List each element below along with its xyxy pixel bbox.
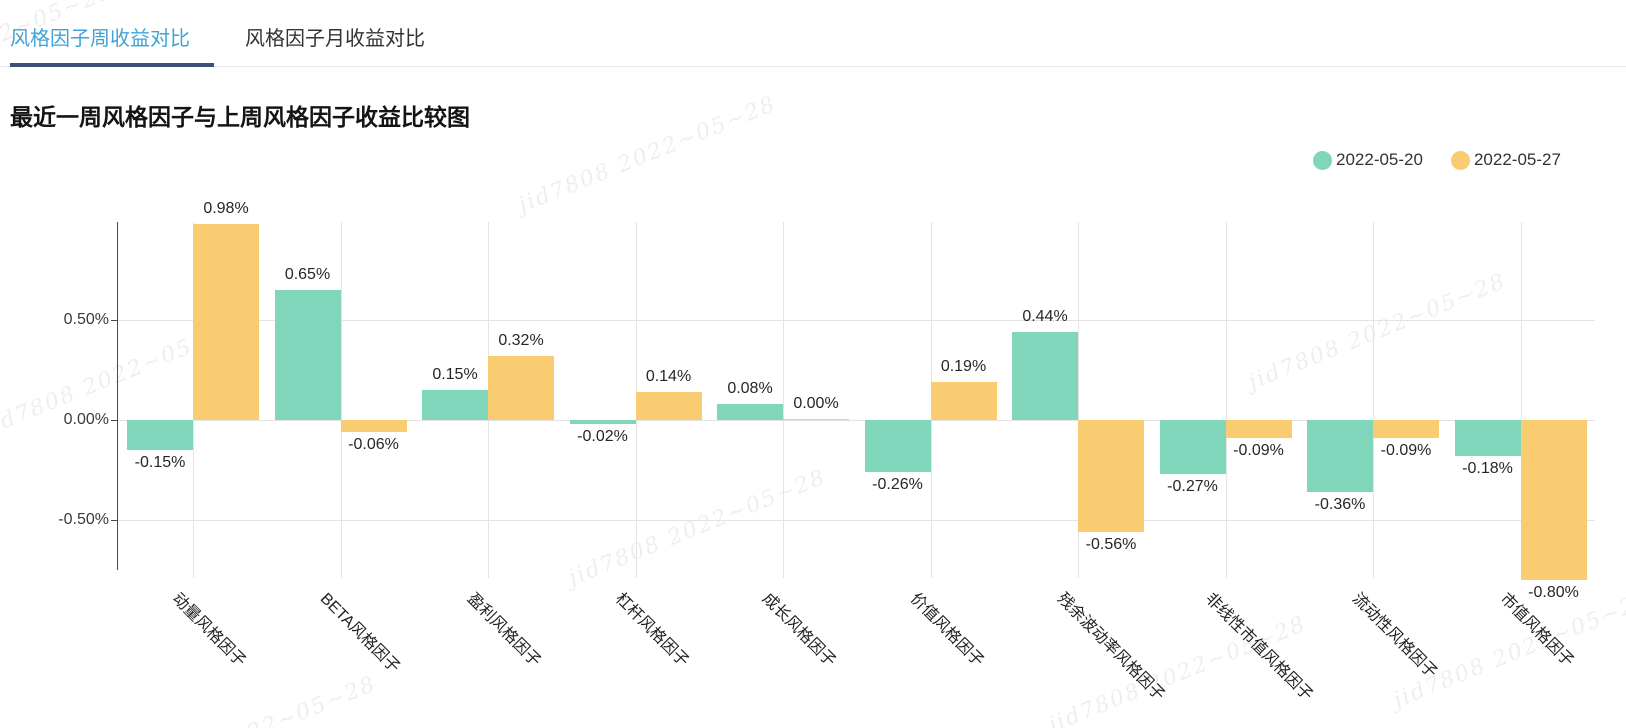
y-gridline (117, 320, 1595, 321)
bar-value-label: 0.14% (645, 368, 692, 385)
bar-2022-05-20[interactable] (1307, 420, 1373, 492)
bar-2022-05-27[interactable] (930, 382, 997, 420)
y-axis-tick (111, 520, 117, 521)
category-gridline (783, 222, 784, 578)
x-axis-category-label: BETA风格因子 (316, 590, 403, 677)
category-gridline (1373, 222, 1374, 578)
x-axis-category-label: 价值风格因子 (906, 590, 987, 671)
bar-2022-05-27[interactable] (1078, 420, 1144, 532)
legend-dot-icon (1450, 150, 1470, 170)
y-axis-tick (111, 320, 117, 321)
bar-2022-05-20[interactable] (1454, 420, 1521, 456)
bar-2022-05-27[interactable] (1373, 420, 1439, 438)
y-axis-tick (111, 420, 117, 421)
x-axis-category-label: 流动性风格因子 (1348, 590, 1440, 682)
page-title: 最近一周风格因子与上周风格因子收益比较图 (10, 104, 470, 130)
bar-value-label: 0.00% (793, 394, 839, 412)
bar-value-label: -0.09% (1380, 442, 1432, 459)
category-gridline (1520, 222, 1522, 578)
bar-2022-05-27[interactable] (1520, 420, 1587, 580)
y-axis-tick-label: -0.50% (58, 511, 109, 528)
bar-value-label: -0.56% (1085, 536, 1137, 553)
x-axis-category-label: 盈利风格因子 (463, 590, 544, 671)
legend-label: 2022-05-20 (1336, 150, 1423, 169)
bar-2022-05-20[interactable] (422, 390, 488, 420)
category-gridline (1225, 222, 1227, 578)
y-gridline (117, 420, 1595, 421)
bar-2022-05-20[interactable] (569, 420, 636, 424)
bar-value-label: 0.65% (284, 266, 331, 283)
watermark-text: jid7808 2022~05~28 (115, 672, 380, 728)
bar-value-label: -0.02% (577, 428, 628, 445)
bar-2022-05-20[interactable] (127, 420, 193, 450)
bar-value-label: -0.36% (1314, 496, 1366, 513)
bar-2022-05-27[interactable] (635, 392, 702, 420)
bar-value-label: -0.26% (872, 476, 923, 493)
x-axis-category-label: 动量风格因子 (168, 590, 249, 671)
legend-dot-icon (1313, 150, 1332, 170)
bar-value-label: 0.32% (498, 332, 544, 349)
bar-2022-05-27[interactable] (783, 418, 849, 420)
legend-item-2022-05-20[interactable]: 2022-05-20 (1313, 150, 1423, 170)
category-gridline (1078, 222, 1079, 578)
chart-legend: 2022-05-20 2022-05-27 (1313, 150, 1561, 170)
bar-2022-05-20[interactable] (864, 420, 931, 472)
bar-2022-05-27[interactable] (488, 356, 554, 420)
y-gridline (117, 520, 1595, 521)
y-axis-line (117, 222, 118, 570)
tabbar-divider (0, 66, 1626, 67)
bar-value-label: 0.44% (1022, 308, 1068, 325)
tab-monthly-factor-return[interactable]: 风格因子月收益对比 (245, 28, 425, 50)
category-gridline (340, 222, 342, 578)
bar-2022-05-20[interactable] (1012, 332, 1078, 420)
y-axis-tick-label: 0.50% (63, 311, 109, 328)
tab-bar: 风格因子周收益对比 风格因子月收益对比 (0, 0, 1626, 68)
bar-value-label: -0.09% (1233, 442, 1284, 459)
bar-2022-05-27[interactable] (340, 420, 407, 432)
watermark-text: jid7808 2022~05~28 (1245, 268, 1511, 396)
watermark-text: jid7808 2022~05~28 (565, 464, 831, 592)
bar-value-label: 0.08% (727, 380, 773, 397)
bar-value-label: 0.98% (203, 200, 249, 217)
x-axis-category-label: 残余波动率风格因子 (1053, 590, 1168, 705)
bar-value-label: -0.27% (1167, 478, 1218, 495)
bar-value-label: 0.19% (940, 358, 987, 375)
bar-value-label: -0.15% (134, 454, 186, 471)
bar-2022-05-20[interactable] (717, 404, 783, 420)
legend-label: 2022-05-27 (1473, 150, 1561, 169)
bar-2022-05-20[interactable] (1159, 420, 1226, 474)
bar-2022-05-20[interactable] (274, 290, 341, 420)
bar-value-label: -0.80% (1528, 584, 1579, 601)
x-axis-category-label: 杠杆风格因子 (611, 590, 692, 671)
bar-value-label: -0.06% (348, 436, 399, 453)
watermark-text: jid7808 2022~05~28 (515, 91, 781, 219)
active-tab-indicator (10, 63, 214, 67)
bar-value-label: -0.18% (1462, 460, 1513, 477)
bar-2022-05-27[interactable] (1225, 420, 1292, 438)
x-axis-category-label: 成长风格因子 (758, 590, 839, 671)
bar-2022-05-27[interactable] (193, 224, 259, 420)
bar-value-label: 0.15% (432, 366, 478, 383)
x-axis-category-label: 非线性市值风格因子 (1201, 590, 1316, 705)
y-axis-tick-label: 0.00% (63, 411, 109, 428)
tab-weekly-factor-return[interactable]: 风格因子周收益对比 (10, 28, 190, 50)
legend-item-2022-05-27[interactable]: 2022-05-27 (1450, 150, 1561, 170)
